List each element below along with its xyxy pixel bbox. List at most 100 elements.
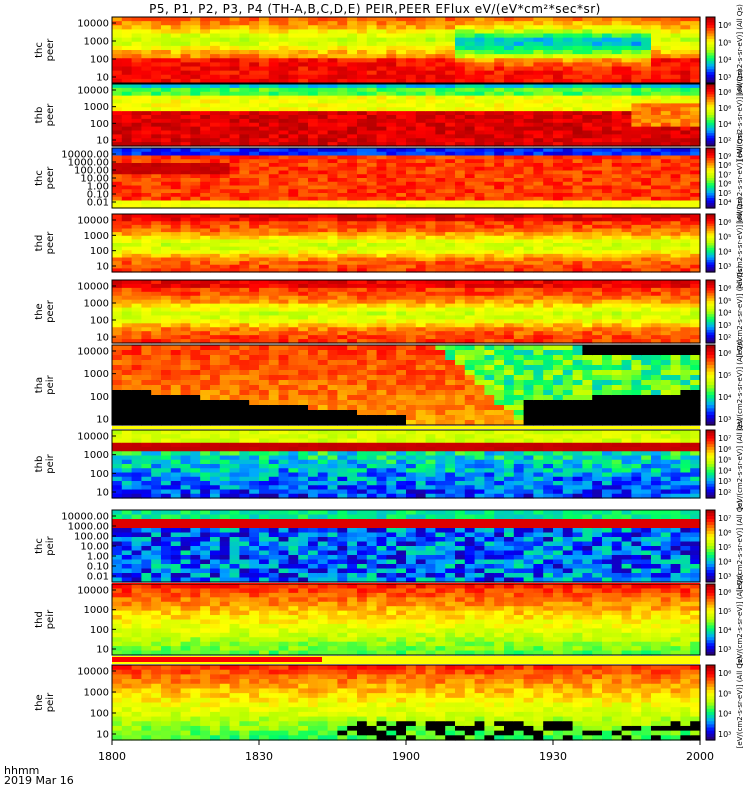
y-tick-label: 100.00 xyxy=(74,532,109,543)
colorbar xyxy=(705,583,716,656)
panel-label: the xyxy=(34,303,45,319)
colorbar-tick-label: 10⁶ xyxy=(718,21,731,30)
y-tick-label: 100.00 xyxy=(74,166,109,177)
panel-label: peir xyxy=(45,609,56,629)
colorbar-tick-label: 10³ xyxy=(718,730,731,739)
y-tick-label: 10 xyxy=(96,333,109,344)
y-tick-label: 1000.00 xyxy=(68,158,109,169)
colorbar-tick-label: 10² xyxy=(718,488,731,497)
y-tick-label: 0.10 xyxy=(87,562,109,573)
spectrogram-panel xyxy=(111,583,701,656)
colorbar-tick-label: 10³ xyxy=(718,477,731,486)
colorbar-label: [eV/(cm2-s-sr-eV)] (All Qs) xyxy=(736,4,744,96)
y-tick-label: 10 xyxy=(96,136,109,147)
panel-label: the xyxy=(34,694,45,710)
colorbar-tick-label: 10⁴ xyxy=(718,309,731,318)
spectrogram-panel xyxy=(111,429,701,499)
colorbar-tick-label: 10⁵ xyxy=(718,233,731,242)
colorbar-tick-label: 10⁸ xyxy=(718,161,731,170)
colorbar-label: [eV/(cm2-s-sr-eV)] (All Qs) xyxy=(736,339,744,431)
y-tick-label: 1000 xyxy=(84,299,109,310)
data-gap-strip xyxy=(112,426,700,429)
y-tick-label: 100 xyxy=(90,392,109,403)
colorbar xyxy=(705,147,716,209)
x-tick-label: 2000 xyxy=(686,750,714,763)
date-label: 2019 Mar 16 xyxy=(4,774,74,787)
panel-label: thc xyxy=(34,42,45,58)
colorbar-tick-label: 10² xyxy=(718,136,731,145)
colorbar-tick-label: 10⁵ xyxy=(718,543,731,552)
colorbar-tick-label: 10⁶ xyxy=(718,588,731,597)
colorbar-tick-label: 10⁶ xyxy=(718,104,731,113)
colorbar-tick-label: 10⁶ xyxy=(718,669,731,678)
panel-label: thc xyxy=(34,538,45,554)
colorbar xyxy=(705,429,716,499)
y-tick-label: 10000 xyxy=(77,216,109,227)
colorbar xyxy=(705,83,716,147)
colorbar-tick-label: 10⁴ xyxy=(718,626,731,635)
spectrogram-panel xyxy=(111,213,701,273)
y-tick-label: 1000 xyxy=(84,231,109,242)
y-tick-label: 100 xyxy=(90,55,109,66)
colorbar-tick-label: 10⁷ xyxy=(718,170,731,179)
x-tick-label: 1930 xyxy=(539,750,567,763)
y-tick-label: 10000.00 xyxy=(61,150,109,161)
colorbar-tick-label: 10⁹ xyxy=(718,152,731,161)
time-axis-label: hhmm xyxy=(4,764,40,777)
colorbar-tick-label: 10⁶ xyxy=(718,529,731,538)
panel-label: thd xyxy=(34,235,45,252)
y-tick-label: 1000 xyxy=(84,37,109,48)
colorbar-tick-label: 10⁴ xyxy=(718,466,731,475)
y-tick-label: 1.00 xyxy=(87,182,109,193)
colorbar-tick-label: 10⁶ xyxy=(718,284,731,293)
y-tick-label: 10 xyxy=(96,488,109,499)
colorbar-tick-label: 10² xyxy=(718,333,731,342)
y-tick-label: 1.00 xyxy=(87,552,109,563)
panel-label: peir xyxy=(45,453,56,473)
y-tick-label: 10000 xyxy=(77,586,109,597)
colorbar-tick-label: 10⁴ xyxy=(718,56,731,65)
panel-label: peir xyxy=(45,374,56,394)
colorbar xyxy=(705,279,716,344)
data-gap-strip xyxy=(112,657,322,662)
x-tick-label: 1800 xyxy=(98,750,126,763)
colorbar-tick-label: 10³ xyxy=(718,415,731,424)
spectrogram-panel xyxy=(111,147,701,209)
y-tick-label: 10000 xyxy=(77,667,109,678)
colorbar-tick-label: 10⁴ xyxy=(718,198,731,207)
colorbar-label: [eV/(cm2-s-sr-eV)] (All Qs) xyxy=(736,656,744,748)
y-tick-label: 10 xyxy=(96,415,109,426)
y-tick-label: 1000 xyxy=(84,688,109,699)
colorbar-label: [eV/(cm2-s-sr-eV)] (All Qs) xyxy=(736,69,744,161)
colorbar-tick-label: 10⁸ xyxy=(718,88,731,97)
colorbar-tick-label: 10⁵ xyxy=(718,38,731,47)
spectrogram-panel xyxy=(111,279,701,344)
colorbar-tick-label: 10⁶ xyxy=(718,445,731,454)
colorbar-tick-label: 10⁴ xyxy=(718,710,731,719)
colorbar-tick-label: 10⁵ xyxy=(718,371,731,380)
colorbar-tick-label: 10³ xyxy=(718,572,731,581)
panel-label: peer xyxy=(45,166,56,190)
y-tick-label: 10 xyxy=(96,730,109,741)
colorbar-tick-label: 10⁶ xyxy=(718,218,731,227)
y-tick-label: 10 xyxy=(96,262,109,273)
panel-label: tha xyxy=(34,377,45,393)
chart-title: P5, P1, P2, P3, P4 (TH-A,B,C,D,E) PEIR,P… xyxy=(149,2,601,16)
colorbar-tick-label: 10⁵ xyxy=(718,296,731,305)
colorbar-label: [eV/(cm2-s-sr-eV)] (All Qs) xyxy=(736,500,744,592)
y-tick-label: 10.00 xyxy=(80,542,109,553)
y-tick-label: 10 xyxy=(96,73,109,84)
y-tick-label: 0.01 xyxy=(87,572,109,583)
panel-label: peir xyxy=(45,535,56,555)
panel-label: thb xyxy=(34,456,45,473)
colorbar-tick-label: 10⁷ xyxy=(718,434,731,443)
y-tick-label: 1000.00 xyxy=(68,522,109,533)
y-tick-label: 1000 xyxy=(84,605,109,616)
colorbar-tick-label: 10⁵ xyxy=(718,189,731,198)
y-tick-label: 0.01 xyxy=(87,198,109,209)
y-tick-label: 10 xyxy=(96,645,109,656)
x-tick-label: 1900 xyxy=(392,750,420,763)
data-gap-strip xyxy=(112,656,700,664)
colorbar-tick-label: 10³ xyxy=(718,321,731,330)
